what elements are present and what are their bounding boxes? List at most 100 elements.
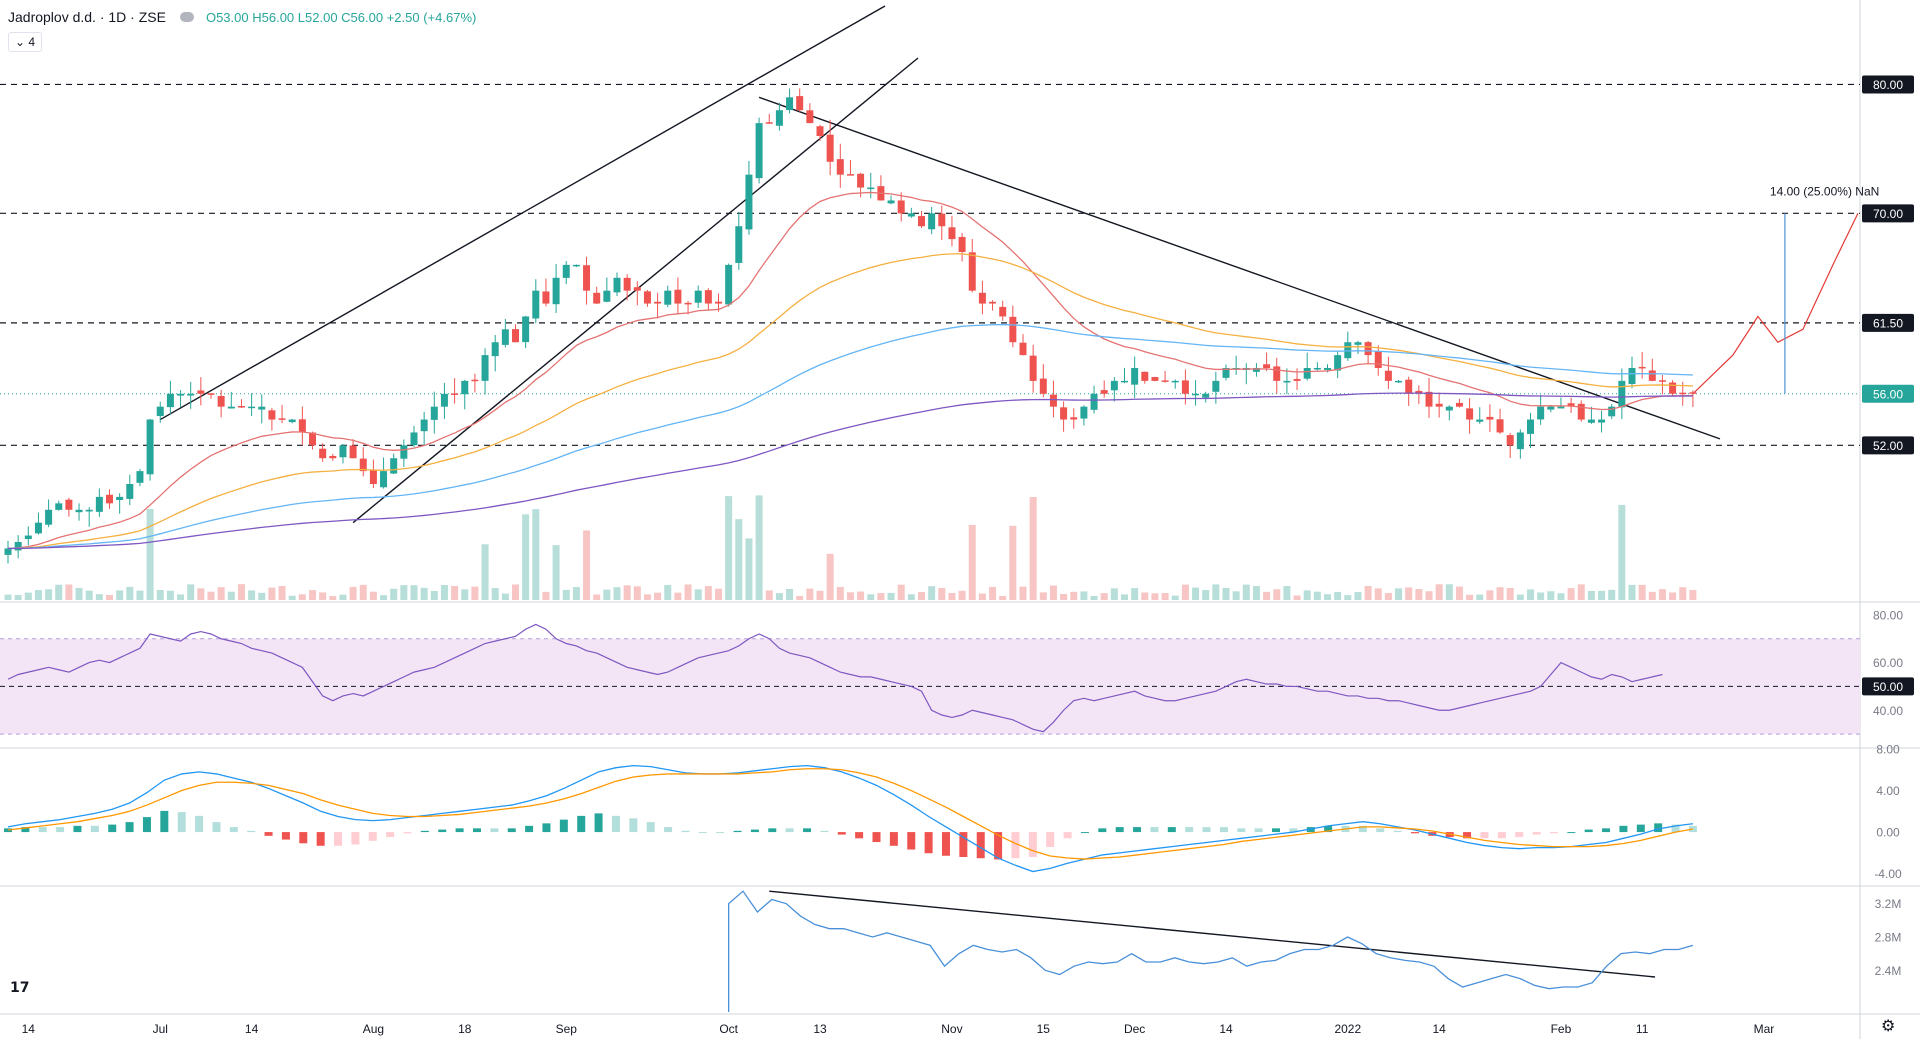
candle: [1344, 342, 1352, 359]
candle: [633, 287, 641, 291]
candle: [501, 329, 509, 345]
volume-bar: [796, 595, 804, 600]
volume-bar: [1486, 590, 1494, 600]
volume-bar: [1090, 595, 1098, 600]
volume-bar: [1537, 592, 1545, 600]
candle: [1019, 342, 1027, 356]
macd-histogram-bar: [281, 832, 290, 840]
volume-bar: [1303, 590, 1311, 600]
volume-bar: [116, 590, 124, 600]
macd-histogram-bar: [472, 828, 481, 833]
macd-axis-label: 4.00: [1876, 784, 1900, 798]
candle: [1171, 380, 1179, 383]
candle: [1527, 419, 1534, 434]
close-value: C56.00: [341, 9, 384, 25]
volume-bar: [745, 538, 753, 600]
ema-100-line: [7, 323, 1693, 550]
macd-histogram-bar: [1532, 832, 1541, 835]
candle: [1100, 390, 1108, 394]
volume-bar: [298, 594, 306, 600]
macd-histogram-bar: [4, 828, 12, 833]
candle: [349, 445, 357, 459]
candle: [227, 406, 235, 409]
volume-bar: [369, 591, 377, 600]
candle: [400, 445, 408, 459]
candle: [562, 264, 570, 278]
candle: [237, 406, 245, 408]
candle: [420, 419, 428, 432]
gear-icon[interactable]: ⚙: [1881, 1016, 1896, 1035]
symbol-title[interactable]: Jadroplov d.d. · 1D · ZSE: [8, 9, 166, 25]
candle: [106, 494, 113, 504]
macd-histogram-bar: [768, 828, 777, 833]
macd-histogram-bar: [177, 812, 186, 833]
candle: [948, 227, 956, 240]
candle: [806, 110, 814, 124]
volume-bar: [633, 586, 641, 600]
volume-bar: [775, 593, 783, 600]
indicators-collapse-button[interactable]: ⌄ 4: [8, 32, 42, 52]
candle: [1425, 391, 1433, 407]
time-axis-label: 14: [22, 1022, 36, 1036]
candle: [735, 226, 743, 263]
candle: [1141, 371, 1149, 381]
volume-bar: [877, 593, 885, 600]
price-axis-label: 56.00: [1873, 387, 1903, 401]
macd-axis-label: -4.00: [1874, 867, 1902, 881]
macd-histogram-bar: [803, 828, 812, 833]
candle: [24, 535, 32, 540]
volume-bar: [471, 586, 479, 600]
ema-20-line: [7, 191, 1693, 550]
candle: [654, 301, 662, 304]
candle: [999, 306, 1007, 317]
price-axis-label-box: [1862, 436, 1914, 455]
macd-histogram-bar: [1567, 832, 1576, 834]
volume-bar: [1313, 591, 1321, 600]
macd-histogram-bar: [1150, 827, 1159, 833]
tradingview-logo-icon[interactable]: 17: [10, 980, 30, 996]
volume-bar: [1049, 585, 1057, 600]
volume-bar: [410, 585, 418, 600]
volume-bar: [288, 595, 296, 600]
candle: [116, 496, 124, 501]
candle: [309, 432, 316, 446]
candle: [786, 97, 794, 111]
candle: [329, 455, 337, 459]
candle: [512, 329, 519, 343]
volume-bar: [755, 495, 763, 600]
volume-bar: [857, 591, 865, 600]
candle: [928, 213, 936, 230]
time-axis-label: 13: [813, 1022, 827, 1036]
candle: [1131, 368, 1139, 385]
volume-bar: [207, 591, 215, 600]
macd-histogram-bar: [1167, 827, 1176, 833]
volume-bar: [319, 592, 327, 600]
candle: [765, 122, 773, 124]
candle: [989, 301, 997, 304]
volume-bar: [806, 588, 814, 600]
eye-icon[interactable]: [179, 12, 194, 22]
macd-histogram-bar: [1376, 828, 1385, 833]
macd-histogram-bar: [1080, 832, 1089, 834]
price-axis-label: 52.00: [1873, 439, 1903, 453]
volume-bar: [897, 584, 905, 600]
candle: [867, 187, 875, 190]
volume-bar: [45, 589, 53, 600]
macd-histogram-bar: [90, 825, 99, 833]
candle: [1506, 435, 1514, 446]
candle: [684, 302, 692, 305]
macd-histogram-bar: [820, 830, 829, 833]
ema-50-line: [7, 253, 1693, 550]
macd-histogram-bar: [160, 810, 169, 833]
candle: [1669, 382, 1677, 394]
candle: [1121, 380, 1128, 383]
macd-histogram-bar: [264, 832, 273, 836]
macd-histogram-bar: [525, 825, 534, 833]
price-axis-label: 80.00: [1873, 78, 1903, 92]
macd-histogram-bar: [1028, 832, 1037, 857]
volume-bar: [816, 590, 824, 600]
ema-200-line: [7, 392, 1693, 550]
macd-histogram-bar: [976, 832, 985, 859]
volume-bar: [1283, 585, 1291, 600]
